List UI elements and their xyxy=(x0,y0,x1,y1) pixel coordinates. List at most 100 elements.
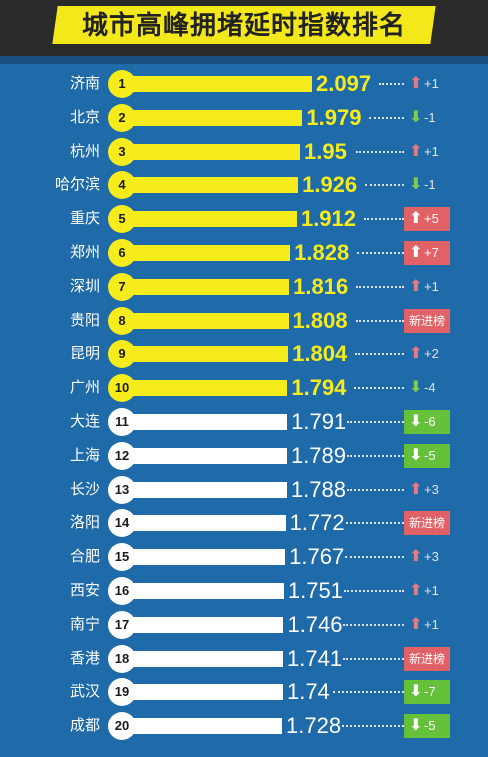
arrow-down-icon: ⬇ xyxy=(409,717,423,735)
rank-change-value: -5 xyxy=(424,718,436,734)
bar xyxy=(120,245,291,261)
value-label: 1.808 xyxy=(292,307,348,333)
leader-line xyxy=(346,454,404,457)
city-label: 北京 xyxy=(69,108,100,126)
leader-line xyxy=(332,691,404,694)
rank-badge: 13 xyxy=(108,475,136,504)
rank-badge: 2 xyxy=(108,103,136,132)
value-label: 1.95 xyxy=(304,138,347,164)
ranking-row: 西安 16 1.751 ⬆ +1 xyxy=(0,574,488,608)
ranking-row: 济南 1 2.097 ⬆ +1 xyxy=(0,67,488,101)
rank-change: ⬇ -1 xyxy=(404,173,450,197)
ranking-row: 武汉 19 1.74 ⬇ -7 xyxy=(0,675,488,709)
rank-change: ⬆ +3 xyxy=(404,478,450,502)
value-label: 1.791 xyxy=(291,409,347,434)
value-label: 1.926 xyxy=(302,172,358,198)
rank-change-value: +1 xyxy=(424,583,439,598)
city-label: 济南 xyxy=(69,75,100,92)
bar xyxy=(120,346,289,363)
bar xyxy=(120,650,284,667)
ranking-row: 昆明 9 1.804 ⬆ +2 xyxy=(0,337,488,371)
bar xyxy=(120,481,287,498)
rank-change: ⬆ +2 xyxy=(404,342,450,366)
rank-badge: 15 xyxy=(108,543,136,572)
city-label: 广州 xyxy=(69,379,100,397)
leader-line xyxy=(343,657,404,660)
bar xyxy=(120,312,289,329)
city-label: 深圳 xyxy=(69,277,100,295)
value-label: 1.728 xyxy=(286,713,342,739)
rank-change: ⬇ -1 xyxy=(404,106,450,130)
bar xyxy=(120,177,299,194)
leader-line xyxy=(369,116,404,119)
city-label: 成都 xyxy=(69,717,100,735)
rank-change-value: +1 xyxy=(424,616,439,632)
ranking-row: 洛阳 14 1.772 新进榜 xyxy=(0,506,488,540)
rank-change-value: +1 xyxy=(424,76,439,91)
value-label: 1.794 xyxy=(291,375,347,401)
rank-change: ⬆ +5 xyxy=(404,207,450,232)
city-label: 大连 xyxy=(69,413,100,430)
ranking-row: 广州 10 1.794 ⬇ -4 xyxy=(0,371,488,405)
arrow-up-icon: ⬆ xyxy=(409,142,423,160)
value-label: 1.828 xyxy=(294,240,350,265)
leader-line xyxy=(363,218,404,221)
ranking-row: 合肥 15 1.767 ⬆ +3 xyxy=(0,540,488,574)
leader-line xyxy=(357,252,404,254)
value-label: 2.097 xyxy=(316,71,372,96)
bar xyxy=(120,76,312,92)
leader-line xyxy=(345,522,404,525)
rank-badge: 16 xyxy=(108,577,136,605)
rank-badge: 10 xyxy=(108,374,136,403)
rank-change: ⬇ -4 xyxy=(404,376,450,400)
arrow-down-icon: ⬇ xyxy=(409,176,423,194)
city-label: 重庆 xyxy=(69,210,100,228)
ranking-row: 香港 18 1.741 新进榜 xyxy=(0,642,488,676)
city-label: 杭州 xyxy=(69,142,100,160)
bar xyxy=(120,616,284,633)
rank-badge: 8 xyxy=(108,306,136,335)
city-label: 洛阳 xyxy=(69,514,100,532)
arrow-up-icon: ⬆ xyxy=(409,210,423,228)
divider xyxy=(0,56,488,64)
leader-line xyxy=(356,150,404,153)
city-label: 合肥 xyxy=(69,548,100,566)
rank-change: ⬆ +1 xyxy=(404,275,450,299)
arrow-up-icon: ⬆ xyxy=(409,480,423,498)
rank-change: ⬇ -6 xyxy=(404,410,450,434)
bar xyxy=(120,684,283,701)
rank-change-value: -1 xyxy=(424,177,436,193)
bar xyxy=(120,414,288,430)
rank-change-value: -4 xyxy=(424,380,436,396)
ranking-row: 长沙 13 1.788 ⬆ +3 xyxy=(0,473,488,507)
new-entry-badge: 新进榜 xyxy=(404,511,450,536)
city-label: 昆明 xyxy=(69,345,100,363)
arrow-up-icon: ⬆ xyxy=(409,345,423,363)
rank-change-value: -5 xyxy=(424,447,436,463)
leader-line xyxy=(379,83,404,85)
value-label: 1.74 xyxy=(286,679,330,705)
ranking-row: 上海 12 1.789 ⬇ -5 xyxy=(0,439,488,473)
arrow-up-icon: ⬆ xyxy=(409,277,423,295)
value-label: 1.979 xyxy=(306,104,362,130)
city-label: 香港 xyxy=(69,649,100,667)
value-label: 1.741 xyxy=(287,645,343,671)
leader-line xyxy=(345,556,404,559)
arrow-down-icon: ⬇ xyxy=(409,683,423,701)
rank-change-value: +7 xyxy=(424,245,439,260)
value-label: 1.804 xyxy=(292,341,348,367)
value-label: 1.772 xyxy=(289,510,345,536)
ranking-row: 贵阳 8 1.808 新进榜 xyxy=(0,304,488,338)
rank-badge: 7 xyxy=(108,272,136,301)
city-label: 贵阳 xyxy=(69,311,100,329)
value-label: 1.767 xyxy=(289,544,345,570)
new-entry-badge: 新进榜 xyxy=(404,308,450,333)
rank-change: ⬆ +3 xyxy=(404,545,450,569)
ranking-row: 北京 2 1.979 ⬇ -1 xyxy=(0,101,488,135)
rank-change: ⬇ -5 xyxy=(404,443,450,468)
ranking-row: 哈尔滨 4 1.926 ⬇ -1 xyxy=(0,168,488,202)
value-label: 1.751 xyxy=(287,578,343,603)
rank-badge: 5 xyxy=(108,205,136,234)
leader-line xyxy=(346,488,404,491)
leader-line xyxy=(355,353,404,356)
